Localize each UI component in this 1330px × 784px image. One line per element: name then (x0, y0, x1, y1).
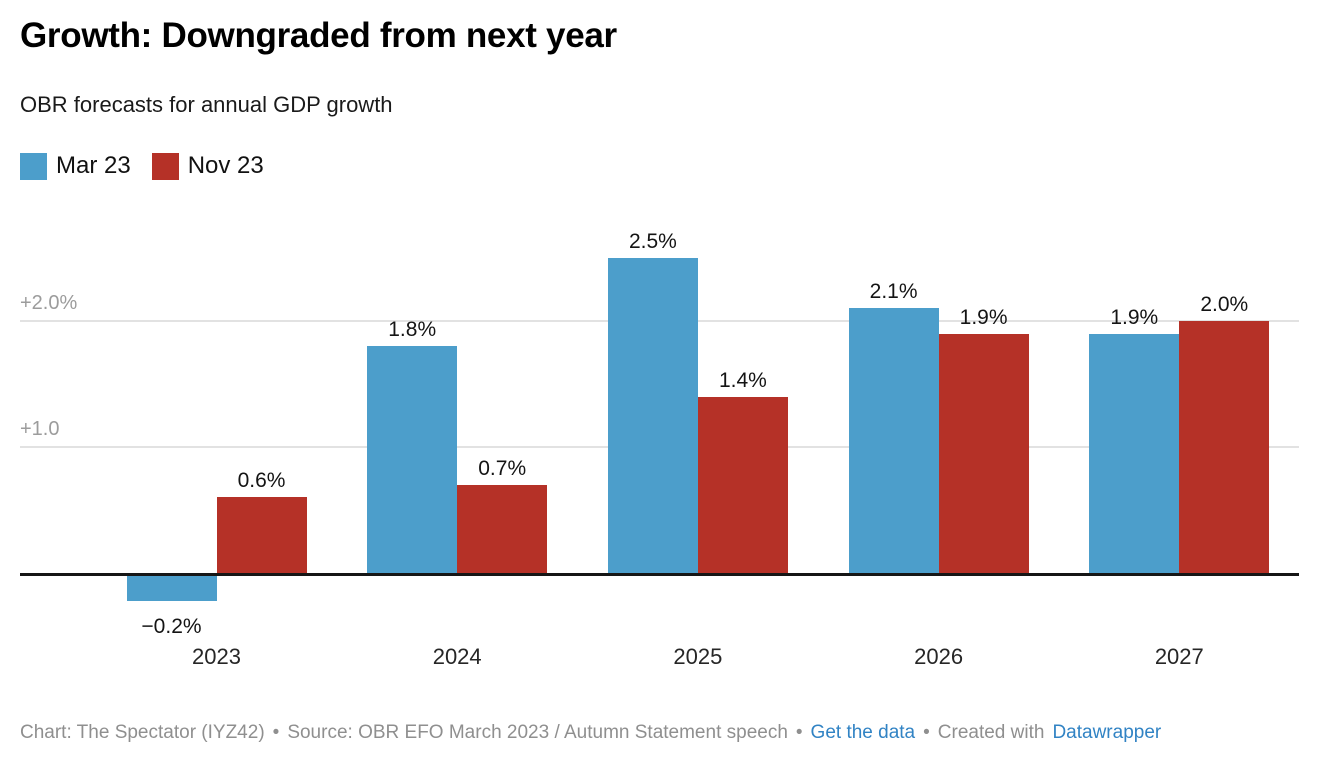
value-label: 0.7% (478, 456, 527, 480)
footer-source: Source: OBR EFO March 2023 / Autumn Stat… (287, 722, 788, 743)
legend-label-nov23: Nov 23 (187, 152, 264, 179)
get-the-data-link[interactable]: Get the data (810, 722, 916, 743)
footer-separator: • (272, 722, 280, 743)
footer: Chart: The Spectator (IYZ42) • Source: O… (20, 722, 1161, 744)
footer-separator: • (795, 722, 803, 743)
value-label: 2.1% (869, 280, 918, 304)
bar-mar23-2027[interactable] (1089, 333, 1180, 573)
legend-label-mar23: Mar 23 (56, 152, 131, 179)
footer-created-with: Created with (937, 722, 1045, 743)
legend-item-nov23: Nov 23 (151, 152, 264, 180)
chart-subtitle: OBR forecasts for annual GDP growth (20, 92, 393, 117)
bar-mar23-2025[interactable] (607, 258, 698, 573)
legend-item-mar23: Mar 23 (20, 152, 131, 180)
value-label: 1.8% (388, 318, 437, 342)
footer-separator: • (923, 722, 930, 743)
bar-nov23-2023[interactable] (216, 497, 307, 573)
bar-nov23-2025[interactable] (697, 396, 788, 573)
value-label: 1.9% (1110, 305, 1159, 329)
bar-mar23-2024[interactable] (367, 346, 458, 573)
x-axis-label: 2026 (914, 644, 964, 669)
bar-nov23-2027[interactable] (1179, 321, 1270, 573)
chart-title: Growth: Downgraded from next year (20, 16, 617, 55)
datawrapper-link[interactable]: Datawrapper (1052, 722, 1162, 743)
legend-swatch-nov23-icon (151, 152, 179, 180)
x-axis-label: 2024 (432, 644, 482, 669)
x-axis-label: 2025 (673, 644, 723, 669)
value-label: 1.4% (718, 368, 767, 392)
value-label: 1.9% (959, 305, 1008, 329)
legend-swatch-mar23-icon (20, 152, 47, 180)
bar-mar23-2026[interactable] (848, 308, 939, 573)
x-axis-label: 2023 (192, 644, 241, 669)
bar-mar23-2023[interactable] (126, 575, 217, 601)
bar-nov23-2026[interactable] (938, 333, 1029, 573)
y-axis-tick-label: +2.0% (20, 292, 78, 314)
value-label: 0.6% (237, 469, 286, 493)
legend: Mar 23 Nov 23 (20, 152, 264, 180)
value-label: −0.2% (141, 614, 202, 638)
x-axis-label: 2027 (1154, 644, 1204, 669)
footer-byline: Chart: The Spectator (IYZ42) (20, 722, 265, 743)
bar-nov23-2024[interactable] (457, 484, 548, 573)
value-label: 2.0% (1200, 293, 1249, 316)
value-label: 2.5% (628, 230, 677, 253)
x-axis-baseline (20, 572, 1299, 576)
y-axis-tick-label: +1.0 (20, 418, 60, 440)
